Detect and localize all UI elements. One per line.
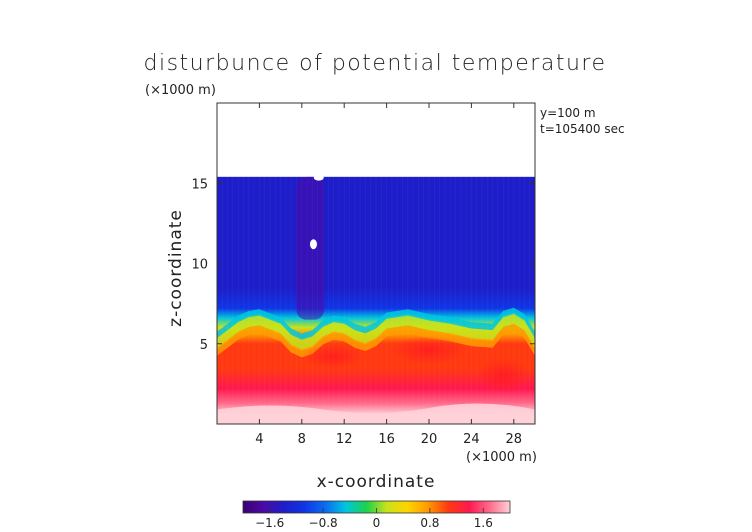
y-axis: 5 10 15 xyxy=(191,177,535,353)
info-line-t: t=105400 sec xyxy=(540,122,625,136)
colorbar-tick-label: 0 xyxy=(373,516,381,530)
x-axis-label: x-coordinate xyxy=(317,472,436,492)
transition-yellow-edge xyxy=(217,323,535,358)
warm-core-3 xyxy=(477,357,530,394)
colorbar-tick-label: −1.6 xyxy=(255,516,284,530)
colorbar-tick-label: −0.8 xyxy=(309,516,338,530)
chart-title: disturbunce of potential temperature xyxy=(144,51,607,76)
y-tick-label: 15 xyxy=(191,177,208,192)
transition-band xyxy=(217,312,535,351)
x-tick-label: 16 xyxy=(378,432,395,447)
info-line-y: y=100 m xyxy=(540,106,596,120)
x-axis: 4 8 12 16 20 24 28 xyxy=(255,103,522,447)
x-tick-label: 28 xyxy=(506,432,523,447)
transition-cyan-edge xyxy=(217,307,535,340)
warm-core-2 xyxy=(303,344,364,369)
x-tick-label: 20 xyxy=(421,432,438,447)
warm-core-1 xyxy=(391,336,467,365)
x-tick-label: 4 xyxy=(255,432,263,447)
y-tick-label: 10 xyxy=(191,258,208,273)
y-tick-label: 5 xyxy=(200,338,208,353)
colorbar-tick-label: 1.6 xyxy=(474,516,493,530)
heatmap-plot-area xyxy=(217,174,535,424)
bottom-layer xyxy=(217,403,535,424)
colorbar-tick-label: 0.8 xyxy=(420,516,439,530)
colorbar-ticks: −1.6 −0.8 0 0.8 1.6 xyxy=(255,508,493,530)
top-notch xyxy=(313,174,324,181)
x-tick-label: 8 xyxy=(298,432,306,447)
x-tick-label: 24 xyxy=(463,432,480,447)
x-tick-label: 12 xyxy=(336,432,353,447)
field-region-cold-plume xyxy=(296,176,325,320)
x-unit-label: (×1000 m) xyxy=(466,450,537,465)
y-axis-label: z-coordinate xyxy=(166,209,186,327)
z-unit-label: (×1000 m) xyxy=(145,83,216,98)
white-spot xyxy=(309,239,317,250)
